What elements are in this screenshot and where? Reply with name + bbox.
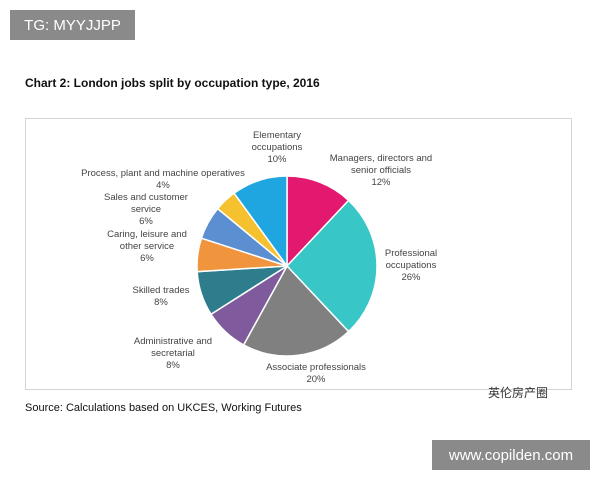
chart-frame — [25, 118, 572, 390]
slice-label: Associate professionals 20% — [251, 362, 381, 386]
pie-slice — [286, 175, 350, 268]
slice-label: Professional occupations 26% — [371, 248, 451, 284]
source-note: Source: Calculations based on UKCES, Wor… — [25, 402, 302, 414]
value-label: 6% — [140, 253, 154, 264]
slice-label: Caring, leisure and other service 6% — [97, 229, 197, 265]
category-label: Associate professionals — [266, 362, 366, 373]
category-label: Process, plant and machine operatives — [81, 168, 245, 179]
value-label: 26% — [401, 272, 421, 283]
chart-title: Chart 2: London jobs split by occupation… — [25, 76, 320, 90]
slice-label: Elementary occupations 10% — [232, 130, 322, 166]
watermark: www.copilden.com — [432, 440, 590, 470]
pie-slice — [242, 264, 350, 357]
value-label: 10% — [267, 154, 287, 165]
category-label: Skilled trades — [132, 285, 190, 296]
value-label: 4% — [156, 180, 170, 191]
value-label: 20% — [306, 374, 326, 385]
category-label: Elementary occupations — [251, 130, 303, 153]
value-label: 8% — [154, 297, 168, 308]
value-label: 6% — [139, 216, 153, 227]
slice-label: Sales and customer service 6% — [101, 192, 191, 228]
category-label: Sales and customer service — [104, 192, 188, 215]
watermark: TG: MYYJJPP — [10, 10, 135, 40]
slice-label: Managers, directors and senior officials… — [321, 153, 441, 189]
pie-slice — [233, 175, 288, 269]
account-name: 英伦房产圈 — [488, 386, 549, 400]
category-label: Professional occupations — [384, 248, 438, 271]
category-label: Managers, directors and senior officials — [329, 153, 433, 176]
pie-slice — [285, 199, 378, 333]
slice-label: Administrative and secretarial 8% — [123, 336, 223, 372]
category-label: Administrative and secretarial — [133, 336, 213, 359]
slice-label: Process, plant and machine operatives 4% — [68, 168, 258, 192]
category-label: Caring, leisure and other service — [107, 229, 187, 252]
value-label: 12% — [371, 177, 391, 188]
slice-label: Skilled trades 8% — [116, 285, 206, 309]
value-label: 8% — [166, 360, 180, 371]
